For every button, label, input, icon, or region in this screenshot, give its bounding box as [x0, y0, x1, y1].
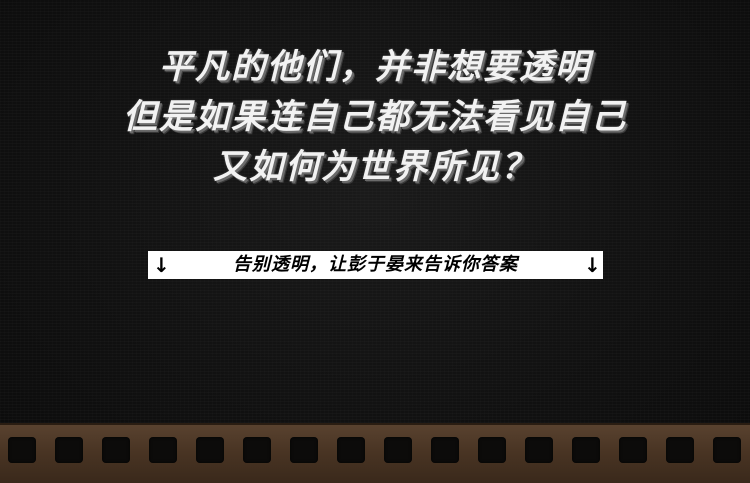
filmstrip-hole	[713, 437, 741, 463]
filmstrip-hole	[572, 437, 600, 463]
headline-block: 平凡的他们，并非想要透明 但是如果连自己都无法看见自己 又如何为世界所见？	[0, 42, 750, 192]
filmstrip-hole	[196, 437, 224, 463]
filmstrip-hole	[149, 437, 177, 463]
filmstrip-hole	[8, 437, 36, 463]
filmstrip-hole	[525, 437, 553, 463]
filmstrip-hole	[431, 437, 459, 463]
filmstrip-hole	[478, 437, 506, 463]
filmstrip-holes	[0, 437, 750, 467]
filmstrip-hole	[619, 437, 647, 463]
arrow-down-icon: ↓	[584, 253, 601, 277]
arrow-down-icon: ↓	[153, 253, 170, 277]
cta-label: 告别透明，让彭于晏来告诉你答案	[233, 254, 518, 275]
filmstrip-hole	[290, 437, 318, 463]
filmstrip-hole	[102, 437, 130, 463]
headline-line-1: 平凡的他们，并非想要透明	[159, 47, 591, 87]
filmstrip-hole	[243, 437, 271, 463]
filmstrip-hole	[384, 437, 412, 463]
filmstrip-edge	[0, 423, 750, 425]
filmstrip-hole	[337, 437, 365, 463]
headline-line-2: 但是如果连自己都无法看见自己	[123, 97, 627, 137]
filmstrip-hole	[666, 437, 694, 463]
cta-banner[interactable]: ↓ 告别透明，让彭于晏来告诉你答案 ↓	[148, 251, 603, 279]
headline-line-3: 又如何为世界所见？	[213, 147, 537, 187]
filmstrip	[0, 423, 750, 483]
filmstrip-hole	[55, 437, 83, 463]
